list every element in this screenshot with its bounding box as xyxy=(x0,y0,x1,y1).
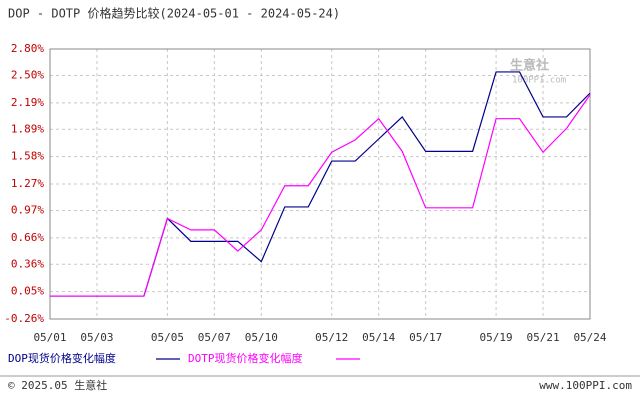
y-tick-label: 0.97% xyxy=(11,203,44,216)
x-tick-label: 05/17 xyxy=(409,331,442,344)
x-tick-label: 05/19 xyxy=(480,331,513,344)
y-tick-label: 1.89% xyxy=(11,122,44,135)
x-tick-label: 05/01 xyxy=(33,331,66,344)
x-tick-label: 05/07 xyxy=(198,331,231,344)
footer-right: www.100PPI.com xyxy=(539,379,632,392)
x-tick-label: 05/24 xyxy=(573,331,606,344)
x-tick-label: 05/12 xyxy=(315,331,348,344)
x-tick-label: 05/05 xyxy=(151,331,184,344)
y-tick-label: 2.19% xyxy=(11,96,44,109)
y-tick-label: 0.66% xyxy=(11,231,44,244)
legend-label: DOP现货价格变化幅度 xyxy=(8,351,116,365)
watermark: 100PPI.com xyxy=(512,76,566,86)
x-tick-label: 05/14 xyxy=(362,331,395,344)
x-tick-label: 05/21 xyxy=(526,331,559,344)
legend-label: DOTP现货价格变化幅度 xyxy=(188,351,303,365)
plot-frame xyxy=(49,48,591,320)
x-tick-label: 05/03 xyxy=(80,331,113,344)
y-tick-label: 0.05% xyxy=(11,285,44,298)
series-line xyxy=(50,94,591,297)
y-tick-label: 0.36% xyxy=(11,257,44,270)
y-tick-label: 1.58% xyxy=(11,150,44,163)
y-tick-label: -0.26% xyxy=(4,312,44,325)
watermark: 生意社 xyxy=(510,58,549,74)
x-tick-label: 05/10 xyxy=(245,331,278,344)
y-tick-label: 2.80% xyxy=(11,42,44,55)
y-tick-label: 1.27% xyxy=(11,177,44,190)
chart-title: DOP - DOTP 价格趋势比较(2024-05-01 - 2024-05-2… xyxy=(8,6,340,21)
footer-left: © 2025.05 生意社 xyxy=(8,378,107,392)
y-tick-label: 2.50% xyxy=(11,68,44,81)
